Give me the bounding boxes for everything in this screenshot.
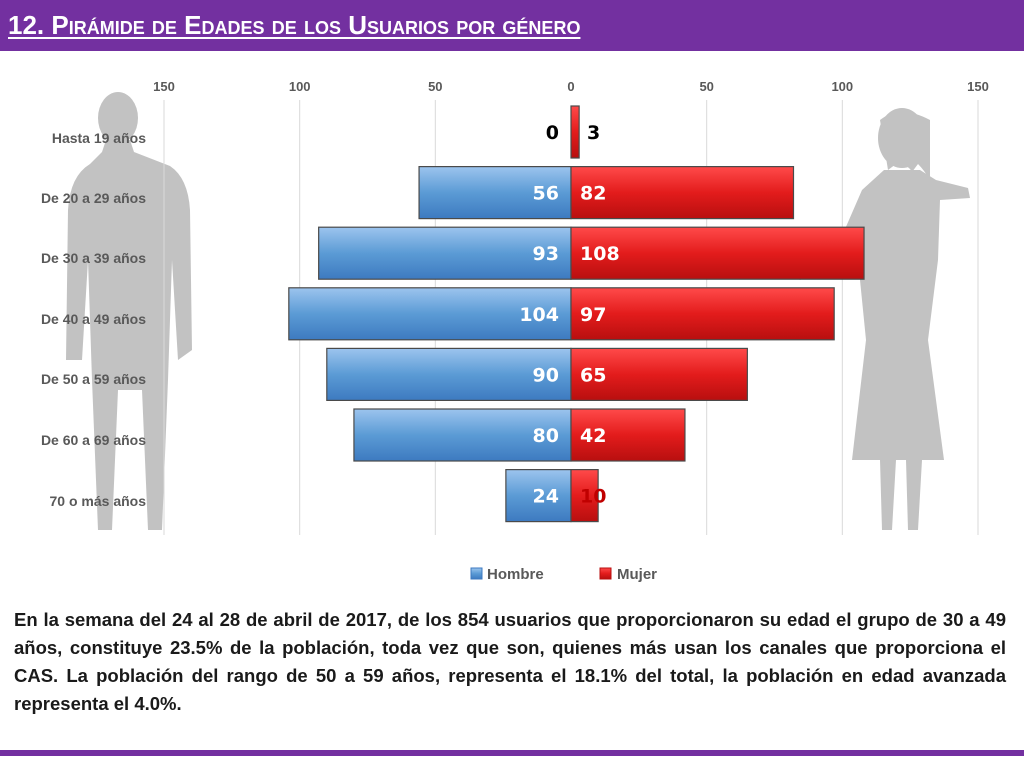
bar-hombre: [326, 347, 572, 401]
summary-paragraph: En la semana del 24 al 28 de abril de 20…: [14, 609, 1006, 714]
bar-hombre: [418, 165, 572, 220]
value-label-mujer: 10: [580, 486, 606, 508]
bar-mujer: [570, 408, 686, 462]
bar-hombre: [288, 287, 572, 341]
value-label-hombre: 90: [533, 364, 559, 386]
value-labels-layer: 0 3 56 82 93 108 104 97 90 65 80 42 24 10: [519, 122, 619, 508]
legend-label-hombre: Hombre: [487, 566, 544, 583]
bar-mujer: [570, 347, 748, 401]
bar-mujer: [570, 226, 865, 280]
bar-mujer: [570, 469, 599, 523]
legend-swatch-hombre: [470, 567, 483, 580]
x-tick-label: 150: [153, 79, 175, 94]
category-label: De 40 a 49 años: [41, 311, 146, 327]
population-pyramid-chart: 150 100 50 0 50 100 150 Hasta 19 años De…: [41, 79, 989, 583]
value-label-mujer: 97: [580, 304, 606, 326]
value-label-hombre: 93: [533, 243, 559, 265]
bar-mujer: [570, 165, 795, 220]
x-tick-label: 150: [967, 79, 989, 94]
x-tick-label: 50: [699, 79, 713, 94]
x-tick-label: 100: [831, 79, 853, 94]
footer-bar: [0, 750, 1024, 756]
category-label: De 30 a 39 años: [41, 250, 146, 266]
legend-swatch-mujer: [599, 567, 612, 580]
x-tick-label: 0: [567, 79, 574, 94]
value-label-mujer: 3: [587, 122, 600, 144]
value-label-mujer: 65: [580, 364, 606, 386]
value-label-mujer: 82: [580, 183, 606, 205]
category-label: De 20 a 29 años: [41, 190, 146, 206]
x-tick-label: 50: [428, 79, 442, 94]
bars-layer: [288, 105, 865, 523]
value-label-hombre: 80: [533, 425, 559, 447]
bar-hombre: [353, 408, 572, 462]
category-label: 70 o más años: [50, 493, 147, 509]
value-label-hombre: 104: [519, 304, 559, 326]
category-label: Hasta 19 años: [52, 130, 146, 146]
category-label: De 60 a 69 años: [41, 432, 146, 448]
header-bar: 12. Pirámide de Edades de los Usuarios p…: [0, 0, 1024, 51]
value-label-hombre: 0: [546, 122, 559, 144]
value-label-mujer: 108: [580, 243, 620, 265]
legend-label-mujer: Mujer: [617, 566, 657, 583]
category-labels: Hasta 19 años De 20 a 29 años De 30 a 39…: [41, 130, 146, 509]
page-title: 12. Pirámide de Edades de los Usuarios p…: [8, 10, 581, 40]
value-label-hombre: 56: [533, 183, 559, 205]
legend: Hombre Mujer: [470, 566, 657, 583]
bar-mujer: [570, 287, 835, 341]
category-label: De 50 a 59 años: [41, 371, 146, 387]
bar-mujer: [570, 105, 580, 159]
x-axis-ticks: 150 100 50 0 50 100 150: [153, 79, 989, 94]
value-label-hombre: 24: [533, 486, 559, 508]
x-tick-label: 100: [289, 79, 311, 94]
value-label-mujer: 42: [580, 425, 606, 447]
man-silhouette: [66, 92, 192, 530]
